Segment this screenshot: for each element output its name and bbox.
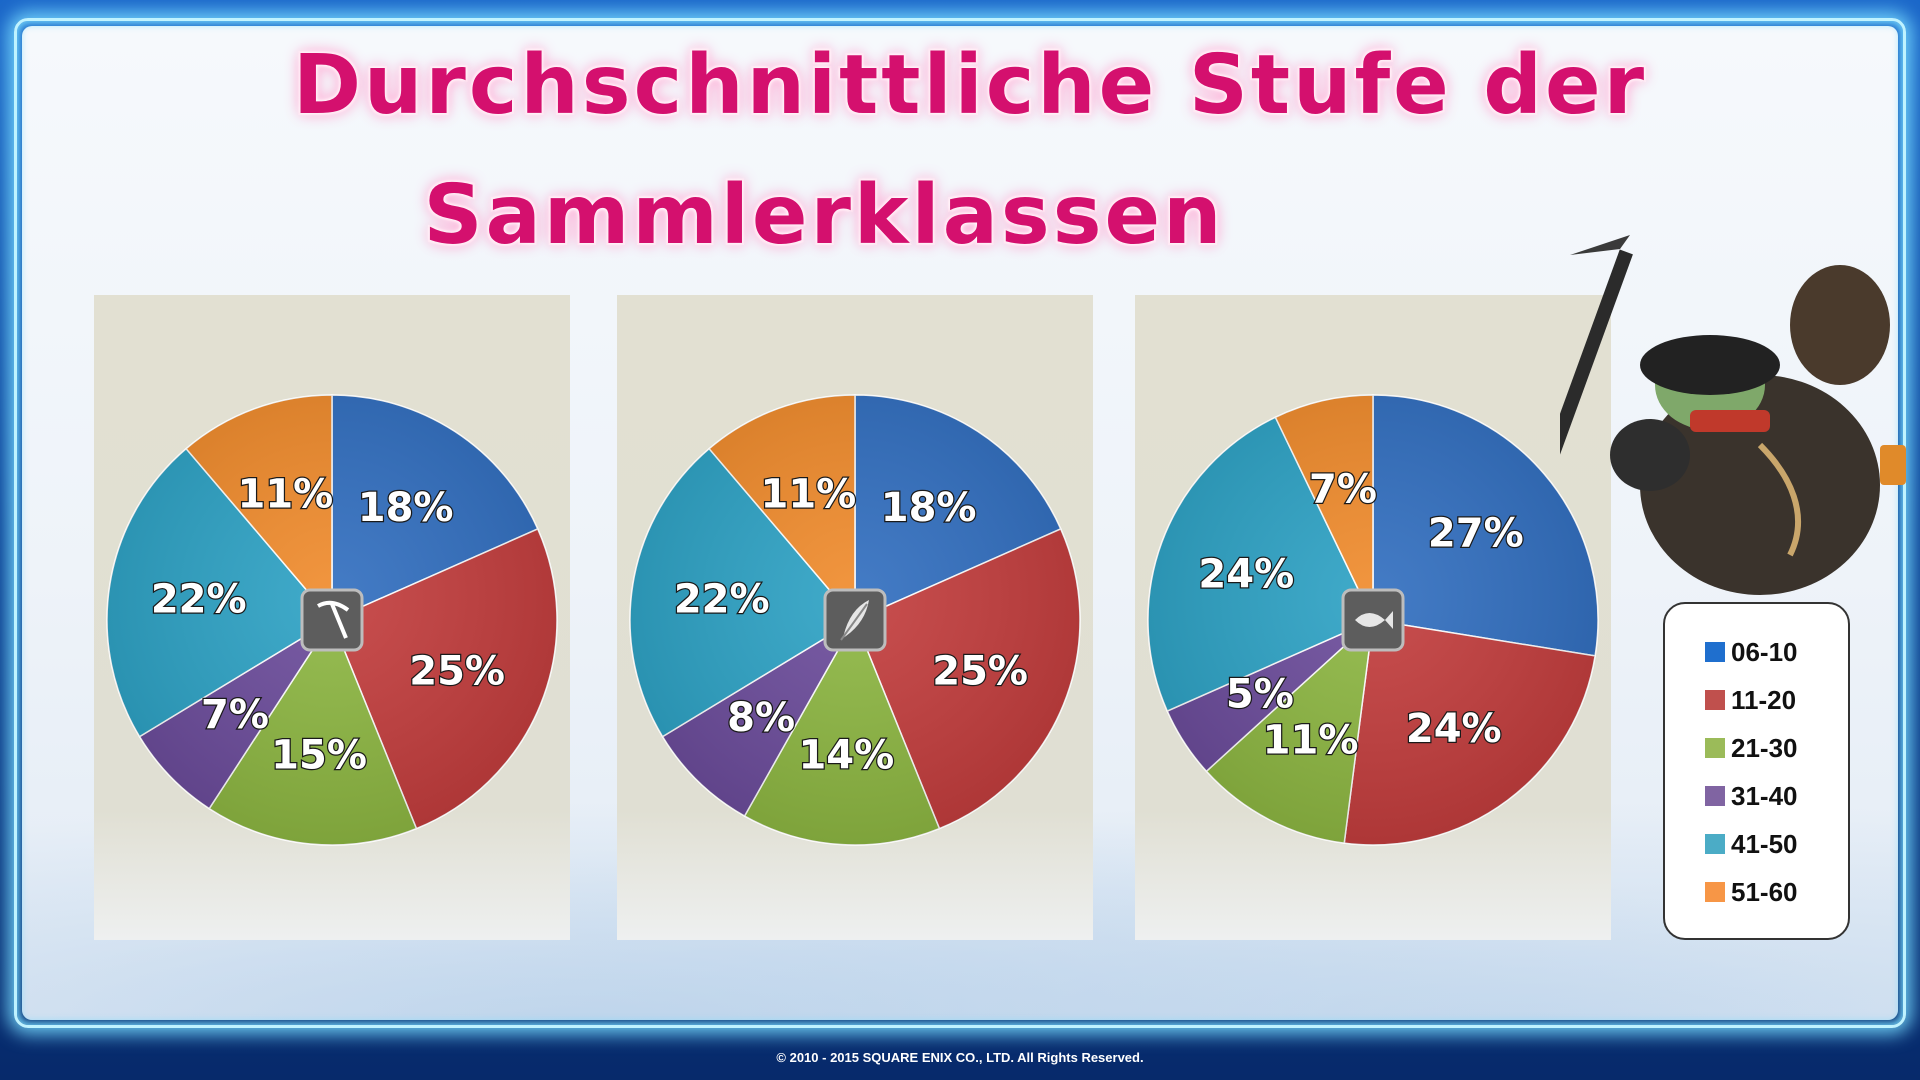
pie-data-label: 11% [761,471,857,517]
legend-item: 51-60 [1705,877,1798,907]
pie-data-label: 7% [1309,466,1377,512]
legend-swatch [1705,690,1725,710]
legend-swatch [1705,738,1725,758]
pie-chart-svg-1: 18% 25% 15%7% 22% 11% [106,394,558,846]
pie-data-label: 18% [881,485,977,531]
legend-label: 11-20 [1731,684,1797,715]
pie-data-label: 14% [798,733,894,779]
pie-data-label: 22% [674,576,770,622]
legend-label: 21-30 [1731,732,1798,763]
legend-label: 41-50 [1731,828,1798,859]
pie-data-label: 27% [1428,510,1524,556]
legend-item: 41-50 [1705,829,1798,859]
pie-data-label: 18% [358,485,454,531]
center-icon-box [300,588,364,652]
pie-chart-svg-3: 27% 24% 11%5% 24% 7% [1147,394,1599,846]
legend-item: 31-40 [1705,781,1798,811]
pie-data-label: 25% [932,649,1028,695]
legend-label: 31-40 [1731,780,1798,811]
pie-chart-1: 18% 25% 15% 7% 22% 11% [94,295,570,940]
frame-border [14,18,1906,1028]
pie-data-label: 15% [271,732,367,778]
feather-icon [840,600,869,641]
fish-icon [1355,611,1393,629]
legend-label: 06-10 [1731,636,1798,667]
miner-character-illustration [1560,235,1906,595]
pie-data-label: 25% [409,649,505,695]
legend-swatch [1705,786,1725,806]
center-icon-box [823,588,887,652]
copyright-text: © 2010 - 2015 SQUARE ENIX CO., LTD. All … [776,1050,1144,1065]
pie-data-label: 5% [1226,672,1294,718]
chart-legend: 06-10 11-20 21-30 31-40 41-50 51-60 [1663,602,1850,940]
pie-data-label: 11% [238,471,334,517]
pie-chart-3: 27% 24% 11% 5% 24% 7% [1135,295,1611,940]
pie-data-label: 24% [1198,551,1294,597]
legend-item: 21-30 [1705,733,1798,763]
legend-item: 06-10 [1705,637,1798,667]
legend-swatch [1705,834,1725,854]
legend-swatch [1705,642,1725,662]
page-title-line-1: Durchschnittliche Stufe der [292,38,1648,133]
pie-data-label: 24% [1406,706,1502,752]
pie-chart-2: 18% 25% 14% 8% 22% 11% [617,295,1093,940]
pie-data-label: 22% [151,576,247,622]
pie-data-label: 11% [1263,718,1359,764]
legend-swatch [1705,882,1725,902]
legend-label: 51-60 [1731,876,1798,907]
pie-chart-svg-2: 18% 25% 14%8% 22% 11% [629,394,1081,846]
page-title-line-2: Sammlerklassen [423,168,1225,263]
pickaxe-icon [317,600,350,639]
legend-item: 11-20 [1705,685,1796,715]
pie-data-label: 7% [201,692,269,738]
pie-data-label: 8% [727,695,795,741]
center-icon-box [1341,588,1405,652]
